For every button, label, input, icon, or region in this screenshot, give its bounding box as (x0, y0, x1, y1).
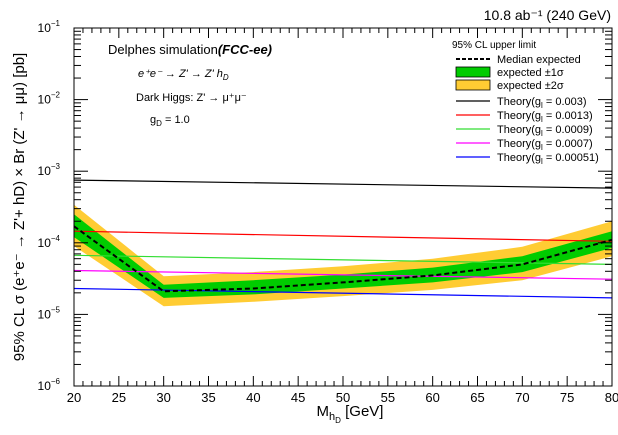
x-tick-label: 25 (112, 390, 126, 405)
legend-theory-label-0: Theory(gl = 0.003) (497, 96, 587, 110)
legend-band1-label: expected ±1σ (497, 67, 564, 79)
x-tick-label: 70 (515, 390, 529, 405)
y-axis-label: 95% CL σ (e⁺e⁻ → Z'+ hD) × Br (Z' → μμ) … (11, 53, 28, 361)
theory-line-3 (74, 269, 612, 280)
band-2sigma (74, 204, 612, 307)
y-tick-label: 10−2 (38, 91, 61, 107)
theory-line-1 (74, 230, 612, 242)
gd-label: gD = 1.0 (150, 114, 190, 128)
median-expected-line (74, 225, 612, 293)
x-tick-label: 65 (470, 390, 484, 405)
x-tick-label: 55 (381, 390, 395, 405)
legend-theory-label-3: Theory(gl = 0.0007) (497, 138, 593, 152)
y-tick-label: 10−1 (38, 19, 61, 35)
legend-median-label: Median expected (497, 54, 581, 66)
dark-higgs-label: Dark Higgs: Z' → μ⁺μ⁻ (136, 92, 247, 104)
legend-band1-marker (455, 66, 491, 78)
legend-band2-label: expected ±2σ (497, 80, 564, 92)
theory-line-0 (74, 179, 612, 189)
delphes-label: Delphes simulation(FCC-ee) (108, 42, 272, 57)
luminosity-label: 10.8 ab⁻¹ (240 GeV) (484, 7, 611, 23)
y-tick-label: 10−5 (38, 305, 61, 321)
x-tick-label: 60 (425, 390, 439, 405)
legend-theory-label-2: Theory(gl = 0.0009) (497, 124, 593, 138)
legend-theory-label-4: Theory(gl = 0.00051) (497, 152, 599, 166)
x-tick-label: 45 (291, 390, 305, 405)
x-tick-label: 20 (67, 390, 81, 405)
y-tick-label: 10−4 (38, 234, 61, 250)
x-tick-label: 35 (201, 390, 215, 405)
x-tick-label: 40 (246, 390, 260, 405)
theory-line-2 (74, 254, 612, 265)
y-tick-label: 10−6 (38, 377, 61, 393)
process-label: e⁺e⁻ → Z' → Z' hD (138, 68, 229, 82)
x-axis-label: MhD [GeV] (317, 403, 384, 425)
x-tick-label: 30 (156, 390, 170, 405)
y-tick-label: 10−3 (38, 162, 61, 178)
theory-line-4 (74, 287, 612, 299)
legend-band2-marker (455, 79, 491, 91)
x-tick-label: 50 (336, 390, 350, 405)
legend-header: 95% CL upper limit (452, 40, 536, 51)
legend-theory-label-1: Theory(gl = 0.0013) (497, 110, 593, 124)
legend: 95% CL upper limit Median expected expec… (452, 40, 599, 166)
x-tick-label: 75 (560, 390, 574, 405)
x-tick-label: 80 (605, 390, 618, 405)
